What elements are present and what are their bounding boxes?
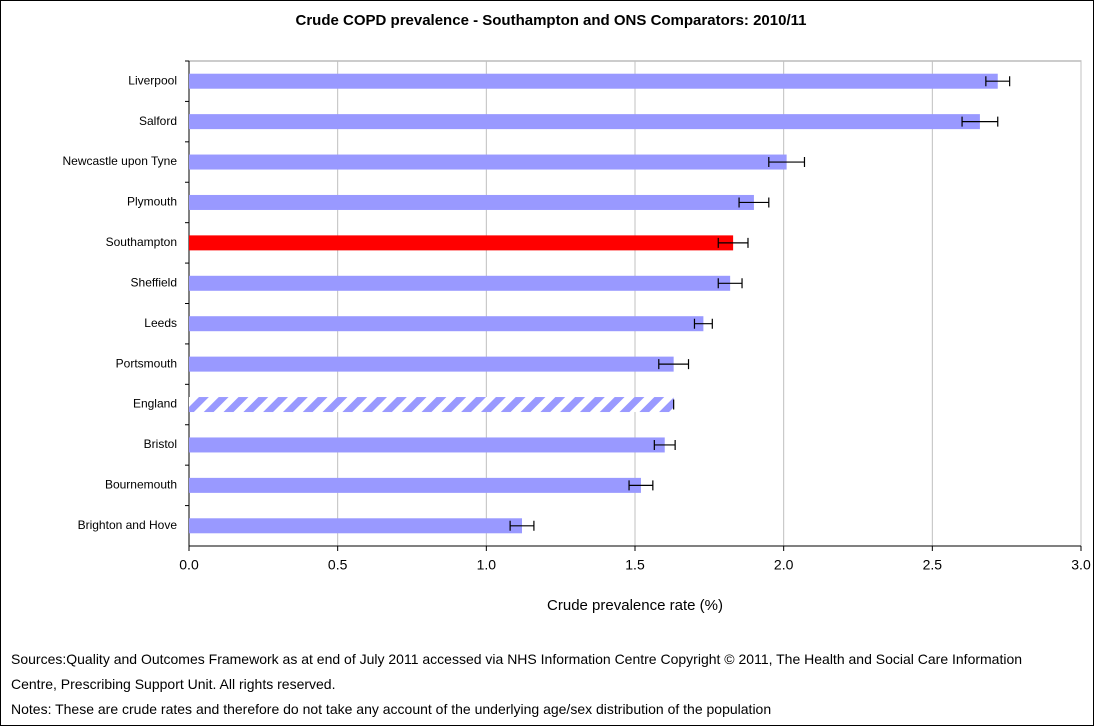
error-bar xyxy=(985,76,1011,87)
bar xyxy=(189,194,754,210)
x-tick-label: 0.0 xyxy=(179,557,199,573)
chart-title: Crude COPD prevalence - Southampton and … xyxy=(296,12,807,29)
y-tick-label: Brighton and Hove xyxy=(78,518,178,532)
y-tick-label: Portsmouth xyxy=(116,356,177,370)
x-tick-label: 0.5 xyxy=(328,557,348,573)
x-tick-label: 2.0 xyxy=(774,557,794,573)
error-bar xyxy=(693,318,713,329)
y-tick-label: Bournemouth xyxy=(105,478,177,492)
y-tick-label: Newcastle upon Tyne xyxy=(62,154,177,168)
y-tick-label: Salford xyxy=(139,114,177,128)
y-tick-label: Sheffield xyxy=(131,275,177,289)
y-tick-label: Plymouth xyxy=(127,195,177,209)
error-bar xyxy=(768,157,806,168)
notes-note: Notes: These are crude rates and therefo… xyxy=(11,701,772,717)
error-bar xyxy=(738,197,770,208)
bar xyxy=(189,154,787,170)
bar xyxy=(189,397,674,413)
sources-note: Sources:Quality and Outcomes Framework a… xyxy=(11,651,1023,692)
bar xyxy=(189,316,704,332)
bar xyxy=(189,114,980,130)
bar xyxy=(189,518,523,534)
x-tick-label: 1.0 xyxy=(477,557,497,573)
error-bar xyxy=(628,480,654,491)
y-tick-label: England xyxy=(133,397,177,411)
error-bar xyxy=(961,116,999,127)
x-tick-label: 1.5 xyxy=(625,557,645,573)
y-tick-label: Southampton xyxy=(106,235,177,249)
bar xyxy=(189,356,674,372)
error-bar xyxy=(653,439,676,450)
y-tick-label: Liverpool xyxy=(128,73,177,87)
bar xyxy=(189,437,665,453)
bar xyxy=(189,275,731,291)
x-tick-label: 3.0 xyxy=(1071,557,1091,573)
y-tick-label: Leeds xyxy=(144,316,177,330)
x-axis-label: Crude prevalence rate (%) xyxy=(547,597,723,614)
y-tick-label: Bristol xyxy=(144,437,177,451)
error-bar xyxy=(717,237,749,248)
error-bar xyxy=(658,359,690,370)
error-bar xyxy=(717,278,743,289)
bar xyxy=(189,235,734,251)
bar xyxy=(189,477,641,493)
x-tick-label: 2.5 xyxy=(923,557,943,573)
bar xyxy=(189,73,998,89)
error-bar xyxy=(509,520,535,531)
